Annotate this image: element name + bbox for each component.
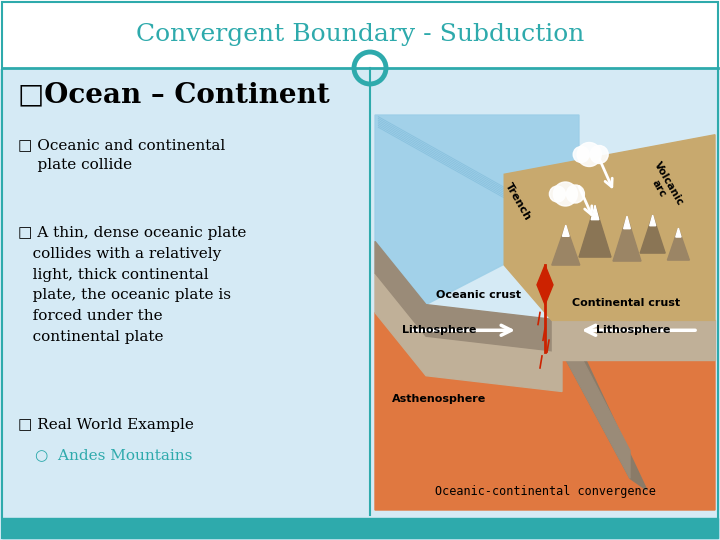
Circle shape <box>573 146 589 163</box>
Polygon shape <box>562 225 569 237</box>
Polygon shape <box>649 215 656 226</box>
Circle shape <box>567 185 585 203</box>
Polygon shape <box>562 320 630 478</box>
Text: □ Oceanic and continental
    plate collide: □ Oceanic and continental plate collide <box>18 138 225 172</box>
Circle shape <box>577 143 601 166</box>
Bar <box>375 115 715 510</box>
Text: Volcanic
arc: Volcanic arc <box>642 159 685 213</box>
Text: ○  Andes Mountains: ○ Andes Mountains <box>35 448 192 462</box>
Polygon shape <box>552 225 580 265</box>
Polygon shape <box>624 216 631 229</box>
Polygon shape <box>613 216 641 261</box>
Polygon shape <box>375 115 579 305</box>
Text: □ Real World Example: □ Real World Example <box>18 418 194 432</box>
Text: Convergent Boundary - Subduction: Convergent Boundary - Subduction <box>136 23 584 45</box>
Polygon shape <box>676 228 681 237</box>
Text: Trench: Trench <box>503 181 533 222</box>
Polygon shape <box>579 205 611 257</box>
Bar <box>0 0 720 68</box>
Polygon shape <box>375 313 715 510</box>
Polygon shape <box>375 273 562 392</box>
Bar <box>2 518 718 538</box>
Text: Asthenosphere: Asthenosphere <box>392 394 486 404</box>
Text: Oceanic-continental convergence: Oceanic-continental convergence <box>435 485 655 498</box>
Text: Lithosphere: Lithosphere <box>596 325 670 335</box>
Text: Oceanic crust: Oceanic crust <box>436 290 521 300</box>
Polygon shape <box>640 215 665 253</box>
Polygon shape <box>537 265 553 305</box>
Text: □ A thin, dense oceanic plate
   collides with a relatively
   light, thick cont: □ A thin, dense oceanic plate collides w… <box>18 226 246 343</box>
Circle shape <box>554 182 577 206</box>
Polygon shape <box>591 205 599 220</box>
Polygon shape <box>552 320 715 360</box>
Text: □Ocean – Continent: □Ocean – Continent <box>18 82 330 109</box>
Text: Lithosphere: Lithosphere <box>402 325 477 335</box>
Text: Continental crust: Continental crust <box>572 298 680 308</box>
Circle shape <box>549 186 565 202</box>
Polygon shape <box>504 135 715 320</box>
Circle shape <box>590 145 608 164</box>
Polygon shape <box>667 228 690 260</box>
Polygon shape <box>375 241 562 352</box>
Polygon shape <box>562 352 647 490</box>
